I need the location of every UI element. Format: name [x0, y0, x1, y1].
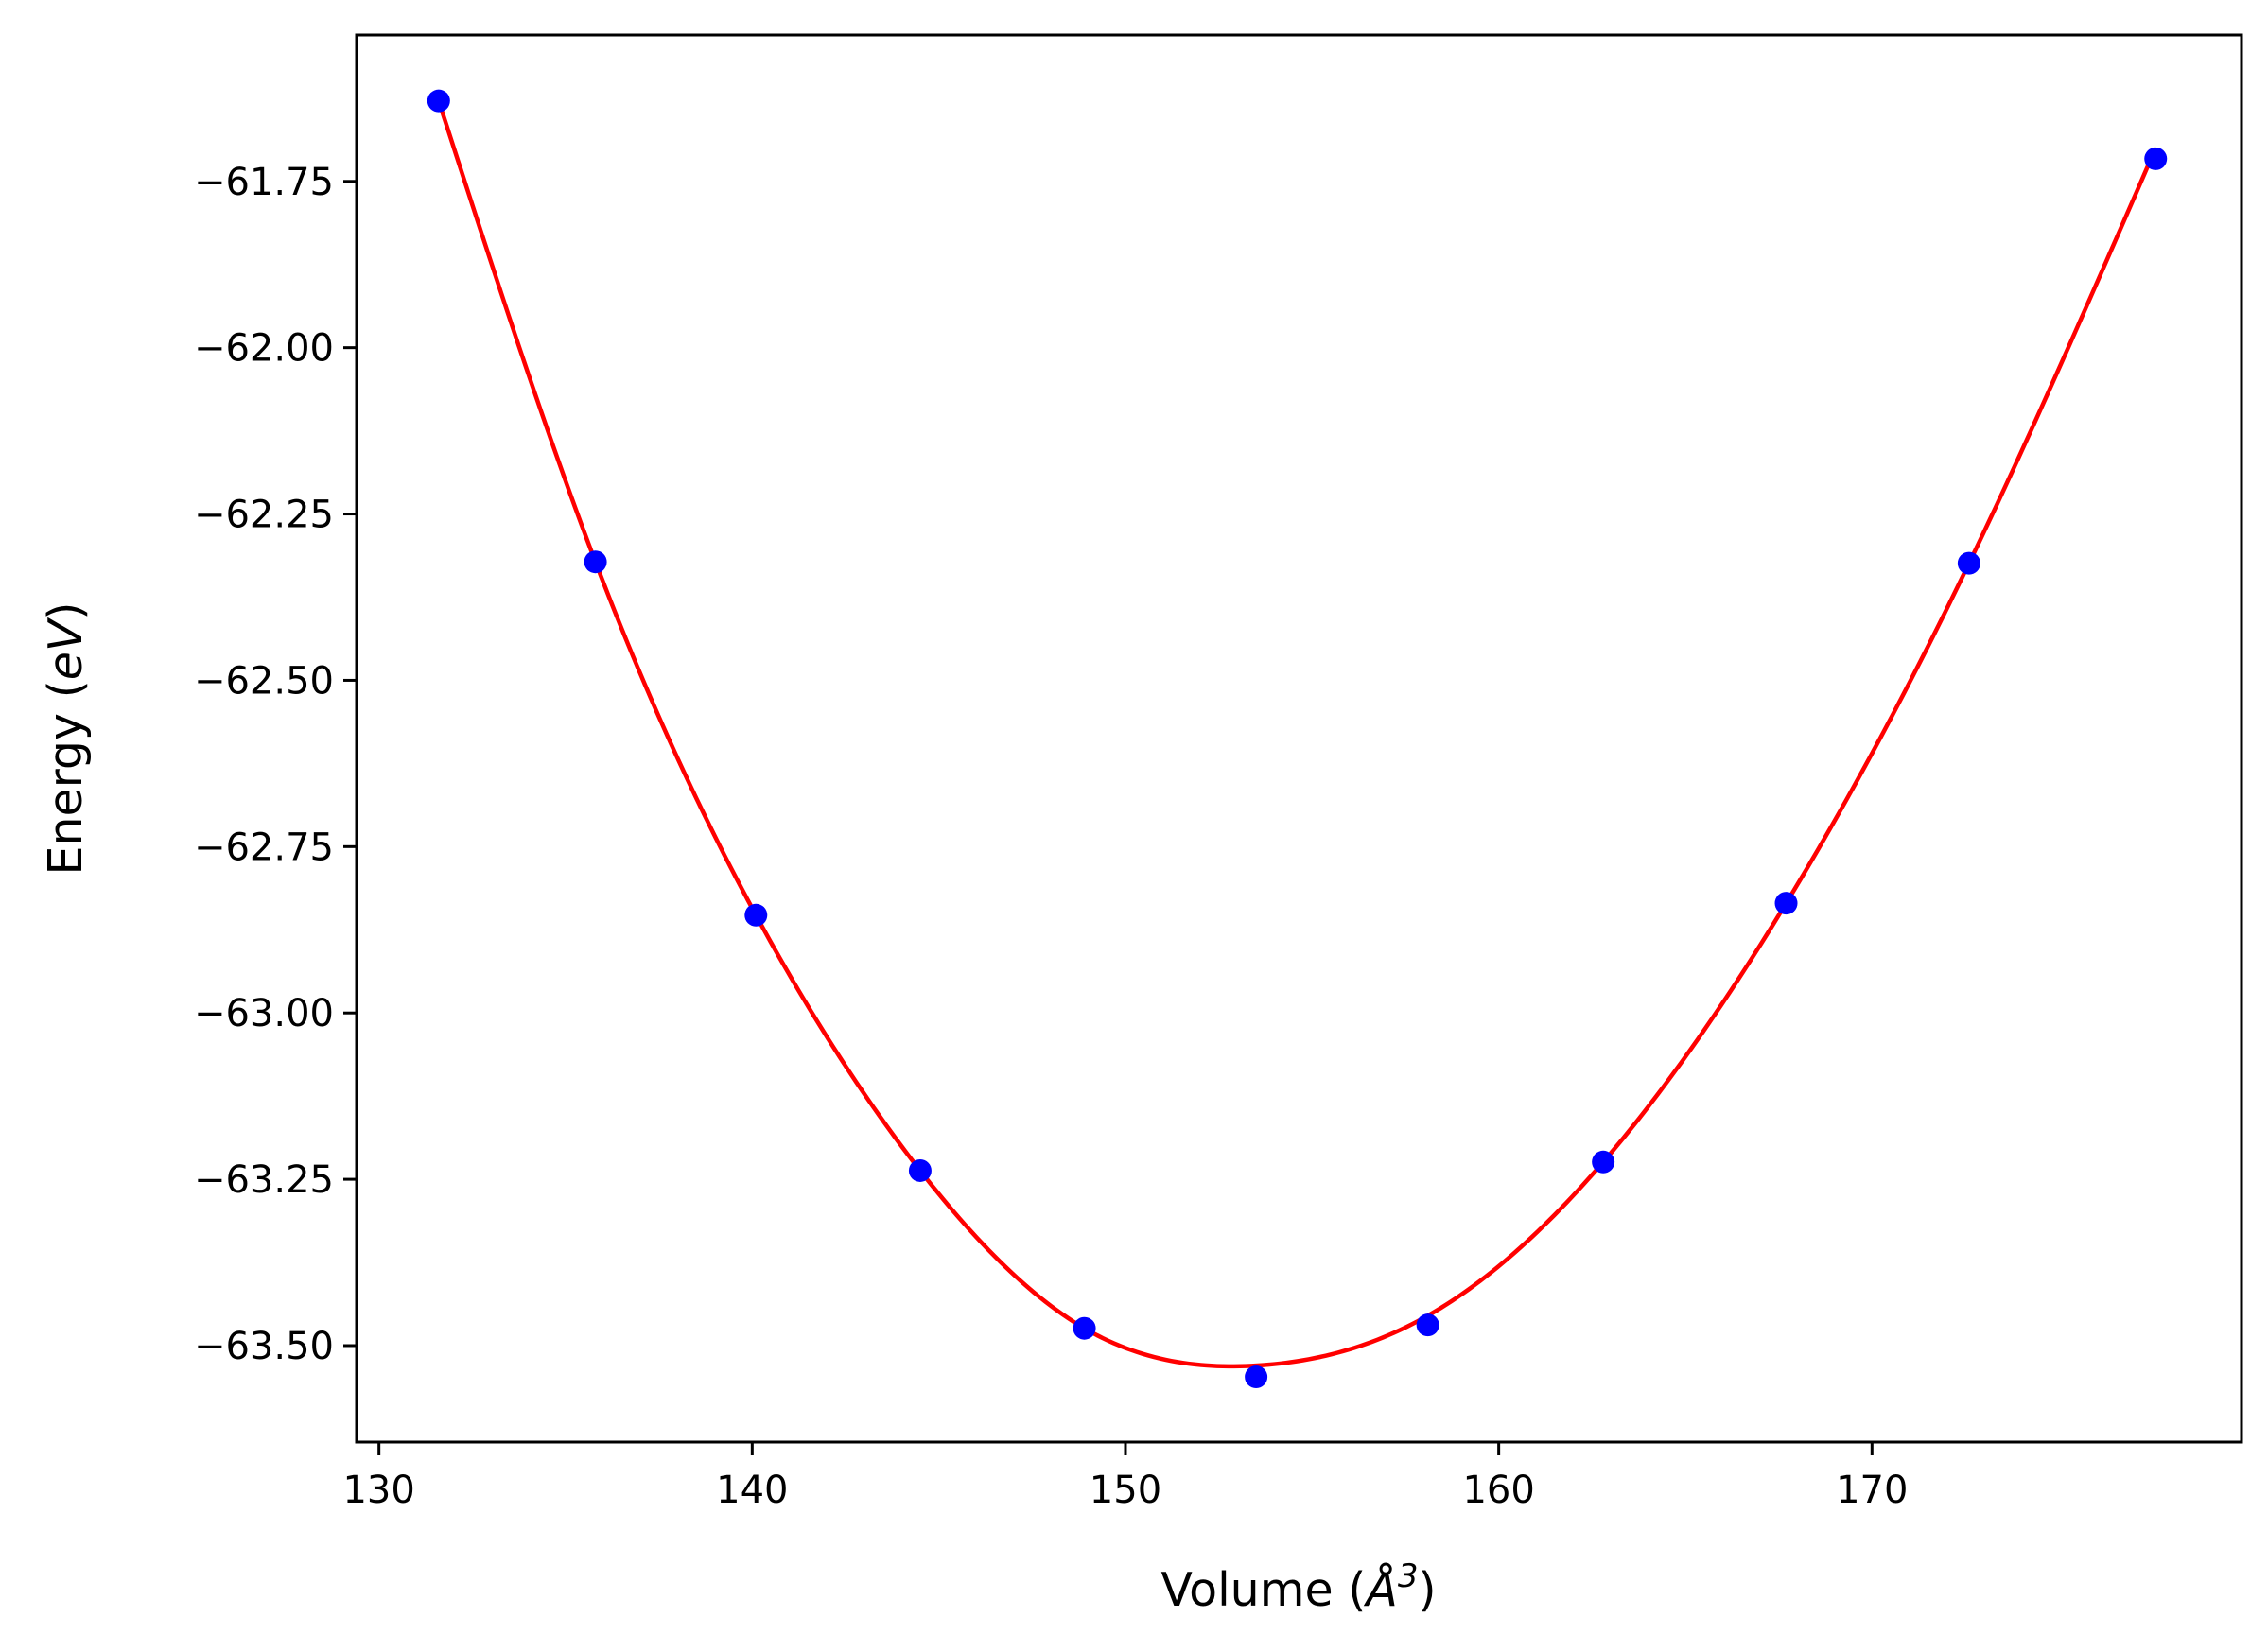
x-tick-label: 170 [1836, 1469, 1908, 1512]
y-tick-label: −61.75 [194, 161, 334, 204]
x-axis-label-text: Volume ( [1160, 1563, 1366, 1617]
data-point [1592, 1150, 1615, 1174]
x-axis-ticks: 130 140 150 160 170 [342, 1442, 1908, 1512]
y-tick-label: −62.50 [194, 659, 334, 703]
fit-curve-line [436, 99, 2158, 1369]
data-point [744, 903, 768, 927]
plot-frame [355, 33, 2243, 1444]
data-point [1774, 892, 1798, 915]
data-point [908, 1158, 932, 1182]
x-axis-label-exponent: 3 [1398, 1557, 1419, 1595]
y-axis-label: Energy (eV) [39, 601, 93, 875]
data-point [427, 89, 450, 113]
data-point [2144, 147, 2168, 170]
x-axis-label: Volume (Å3) [1160, 1557, 1436, 1617]
y-tick-label: −62.25 [194, 494, 334, 537]
y-tick-label: −62.00 [194, 327, 334, 371]
x-tick-label: 150 [1090, 1469, 1161, 1512]
data-point [1957, 551, 1980, 575]
y-axis-ticks: −61.75 −62.00 −62.25 −62.50 −62.75 −63.00 −63.… [194, 161, 357, 1368]
x-axis-label-unit: Å [1363, 1561, 1398, 1617]
data-points-layer [427, 89, 2168, 1389]
y-tick-label: −63.00 [194, 992, 334, 1035]
y-axis-label-text: Energy ( [39, 680, 93, 875]
y-axis-label-unit: eV [39, 617, 93, 680]
x-tick-label: 160 [1462, 1469, 1534, 1512]
data-point [1073, 1316, 1096, 1340]
x-tick-label: 140 [716, 1469, 788, 1512]
y-tick-label: −63.50 [194, 1325, 334, 1368]
x-axis-label-close: ) [1418, 1563, 1436, 1617]
x-tick-label: 130 [342, 1469, 414, 1512]
fit-curve-layer [436, 99, 2158, 1369]
y-axis-label-close: ) [39, 601, 93, 619]
data-point [1245, 1365, 1268, 1389]
y-tick-label: −62.75 [194, 826, 334, 869]
plot-area [357, 35, 2242, 1442]
y-tick-label: −63.25 [194, 1158, 334, 1202]
data-point [584, 550, 607, 574]
data-point [1416, 1313, 1439, 1337]
